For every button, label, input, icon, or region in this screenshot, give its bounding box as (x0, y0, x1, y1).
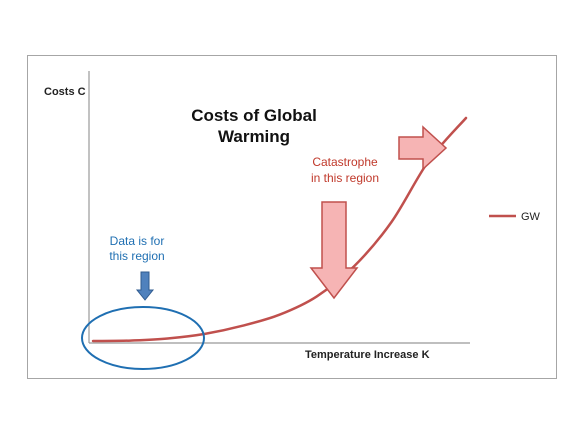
data-region-ellipse (81, 306, 205, 370)
chart-title-line-1: Costs of Global (191, 106, 317, 125)
x-axis-label: Temperature Increase K (305, 349, 430, 361)
arrow-right-catastrophe (398, 125, 448, 171)
arrow-down-catastrophe (309, 201, 359, 300)
legend-label-gw: GW (521, 211, 541, 223)
annotation-catastrophe-line-1: Catastrophe (312, 155, 378, 169)
series-line-gw (91, 116, 468, 343)
chart-title-line-2: Warming (218, 127, 290, 146)
arrow-down-data (135, 271, 155, 301)
y-axis-label: Costs C (44, 86, 86, 98)
annotation-data-line-1: Data is for (110, 234, 165, 248)
annotation-catastrophe-line-2: in this region (311, 171, 379, 185)
chart-frame (27, 55, 557, 379)
annotation-data-line-2: this region (109, 249, 164, 263)
